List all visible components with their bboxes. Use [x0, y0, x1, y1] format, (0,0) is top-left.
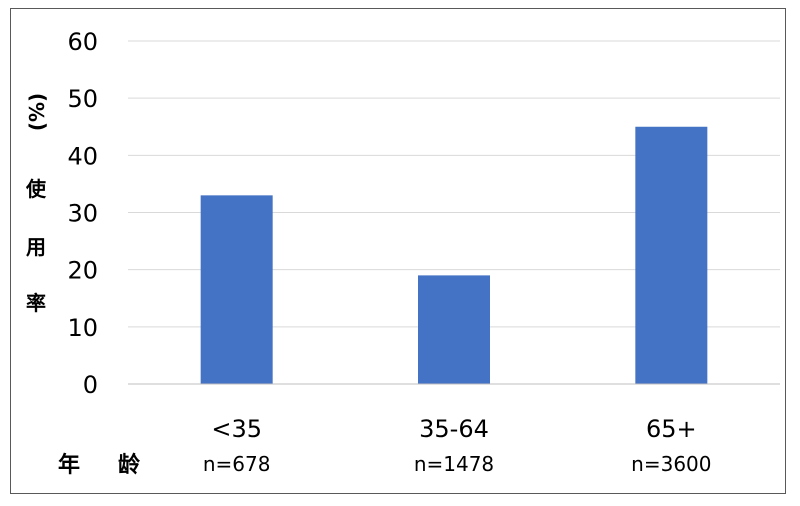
x-count-label: n=678 — [203, 452, 271, 476]
y-tick-label: 50 — [67, 85, 98, 113]
x-category-label: <35 — [211, 415, 262, 443]
x-axis-label-char-1: 年 — [58, 452, 80, 478]
x-axis-label-char-2: 龄 — [118, 452, 141, 478]
y-tick-label: 60 — [67, 28, 98, 56]
x-category-labels: <35 35-64 65+ — [211, 415, 696, 443]
x-count-labels: n=678 n=1478 n=3600 — [203, 452, 712, 476]
x-count-label: n=3600 — [631, 452, 711, 476]
bars — [200, 126, 708, 384]
y-axis-label-char-1: 使 — [25, 177, 47, 201]
y-axis-unit: (%) — [25, 93, 49, 131]
x-category-label: 65+ — [646, 415, 697, 443]
y-tick-label: 20 — [67, 257, 98, 285]
y-tick-label: 30 — [67, 200, 98, 228]
x-count-label: n=1478 — [414, 452, 494, 476]
y-tick-label: 40 — [67, 142, 98, 170]
y-tick-label: 10 — [67, 314, 98, 342]
bar-2 — [418, 275, 490, 384]
y-axis-label-char-3: 率 — [26, 291, 46, 315]
y-tick-labels: 0 10 20 30 40 50 60 — [67, 28, 98, 399]
y-tick-label: 0 — [83, 371, 98, 399]
y-axis-label-char-2: 用 — [26, 235, 46, 259]
bar-1 — [200, 195, 273, 384]
bar-3 — [635, 126, 708, 384]
x-category-label: 35-64 — [419, 415, 489, 443]
